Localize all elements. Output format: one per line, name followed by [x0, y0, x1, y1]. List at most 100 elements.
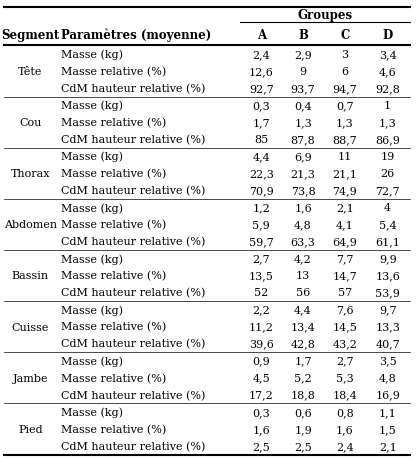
Text: Pied: Pied [18, 425, 43, 435]
Text: 2,5: 2,5 [294, 442, 312, 452]
Text: 1: 1 [384, 101, 391, 111]
Text: 11: 11 [338, 152, 352, 162]
Text: 14,7: 14,7 [332, 271, 357, 281]
Text: Cuisse: Cuisse [12, 323, 49, 332]
Text: 0,9: 0,9 [252, 357, 270, 367]
Text: 12,6: 12,6 [249, 67, 274, 77]
Text: 63,3: 63,3 [291, 237, 316, 247]
Text: Thorax: Thorax [10, 169, 50, 179]
Text: A: A [257, 29, 266, 42]
Text: 5,3: 5,3 [336, 374, 354, 384]
Text: 13,6: 13,6 [375, 271, 400, 281]
Text: D: D [382, 29, 393, 42]
Text: 72,7: 72,7 [375, 186, 400, 196]
Text: CdM hauteur relative (%): CdM hauteur relative (%) [61, 391, 205, 401]
Text: Masse (kg): Masse (kg) [61, 254, 122, 265]
Text: 73,8: 73,8 [291, 186, 316, 196]
Text: 87,8: 87,8 [291, 135, 316, 145]
Text: 21,3: 21,3 [291, 169, 316, 179]
Text: 14,5: 14,5 [332, 323, 357, 332]
Text: 6,9: 6,9 [294, 152, 312, 162]
Text: 2,1: 2,1 [379, 442, 397, 452]
Text: 2,7: 2,7 [252, 254, 270, 264]
Text: 5,2: 5,2 [294, 374, 312, 384]
Text: Masse relative (%): Masse relative (%) [61, 322, 166, 333]
Text: 86,9: 86,9 [375, 135, 400, 145]
Text: Paramètres (moyenne): Paramètres (moyenne) [61, 28, 211, 42]
Text: CdM hauteur relative (%): CdM hauteur relative (%) [61, 339, 205, 350]
Text: 1,2: 1,2 [252, 203, 270, 213]
Text: Jambe: Jambe [13, 374, 48, 384]
Text: 94,7: 94,7 [332, 84, 357, 94]
Text: 61,1: 61,1 [375, 237, 400, 247]
Text: 0,8: 0,8 [336, 408, 354, 418]
Text: CdM hauteur relative (%): CdM hauteur relative (%) [61, 442, 205, 452]
Text: 74,9: 74,9 [332, 186, 357, 196]
Text: 3,4: 3,4 [379, 50, 397, 60]
Text: 4,2: 4,2 [294, 254, 312, 264]
Text: 17,2: 17,2 [249, 391, 274, 401]
Text: 18,4: 18,4 [332, 391, 357, 401]
Text: 19: 19 [380, 152, 395, 162]
Text: 88,7: 88,7 [332, 135, 357, 145]
Text: 1,7: 1,7 [294, 357, 312, 367]
Text: Masse relative (%): Masse relative (%) [61, 374, 166, 384]
Text: CdM hauteur relative (%): CdM hauteur relative (%) [61, 186, 205, 196]
Text: Tête: Tête [18, 67, 43, 77]
Text: B: B [298, 29, 308, 42]
Text: 70,9: 70,9 [249, 186, 274, 196]
Text: 4,1: 4,1 [336, 220, 354, 230]
Text: 64,9: 64,9 [332, 237, 357, 247]
Text: 4,8: 4,8 [379, 374, 397, 384]
Text: 2,4: 2,4 [336, 442, 354, 452]
Text: 9,7: 9,7 [379, 306, 397, 315]
Text: 4,4: 4,4 [294, 306, 312, 315]
Text: 1,6: 1,6 [252, 425, 270, 435]
Text: Masse (kg): Masse (kg) [61, 203, 122, 213]
Text: 1,6: 1,6 [294, 203, 312, 213]
Text: Segment: Segment [1, 29, 59, 42]
Text: 43,2: 43,2 [332, 340, 357, 350]
Text: CdM hauteur relative (%): CdM hauteur relative (%) [61, 135, 205, 145]
Text: Cou: Cou [19, 118, 41, 128]
Text: 2,4: 2,4 [252, 50, 270, 60]
Text: CdM hauteur relative (%): CdM hauteur relative (%) [61, 237, 205, 247]
Text: Masse relative (%): Masse relative (%) [61, 118, 166, 128]
Text: 3,5: 3,5 [379, 357, 397, 367]
Text: 13: 13 [296, 271, 310, 281]
Text: 7,6: 7,6 [336, 306, 354, 315]
Text: 4,5: 4,5 [252, 374, 270, 384]
Text: 11,2: 11,2 [249, 323, 274, 332]
Text: 18,8: 18,8 [291, 391, 316, 401]
Text: 1,9: 1,9 [294, 425, 312, 435]
Text: 59,7: 59,7 [249, 237, 274, 247]
Text: 6: 6 [341, 67, 349, 77]
Text: 4,8: 4,8 [294, 220, 312, 230]
Text: C: C [340, 29, 349, 42]
Text: 26: 26 [380, 169, 395, 179]
Text: 1,7: 1,7 [252, 118, 270, 128]
Text: 0,3: 0,3 [252, 101, 270, 111]
Text: 52: 52 [254, 288, 268, 298]
Text: 53,9: 53,9 [375, 288, 400, 298]
Text: 39,6: 39,6 [249, 340, 274, 350]
Text: 7,7: 7,7 [336, 254, 354, 264]
Text: Masse (kg): Masse (kg) [61, 101, 122, 111]
Text: 2,2: 2,2 [252, 306, 270, 315]
Text: 1,3: 1,3 [294, 118, 312, 128]
Text: 4: 4 [384, 203, 391, 213]
Text: 1,3: 1,3 [379, 118, 397, 128]
Text: Groupes: Groupes [298, 9, 352, 22]
Text: 1,5: 1,5 [379, 425, 397, 435]
Text: 9: 9 [299, 67, 307, 77]
Text: 40,7: 40,7 [375, 340, 400, 350]
Text: 1,6: 1,6 [336, 425, 354, 435]
Text: 22,3: 22,3 [249, 169, 274, 179]
Text: 93,7: 93,7 [291, 84, 316, 94]
Text: CdM hauteur relative (%): CdM hauteur relative (%) [61, 288, 205, 299]
Text: 1,1: 1,1 [379, 408, 397, 418]
Text: 9,9: 9,9 [379, 254, 397, 264]
Text: 13,3: 13,3 [375, 323, 400, 332]
Text: Masse relative (%): Masse relative (%) [61, 220, 166, 230]
Text: 4,4: 4,4 [252, 152, 270, 162]
